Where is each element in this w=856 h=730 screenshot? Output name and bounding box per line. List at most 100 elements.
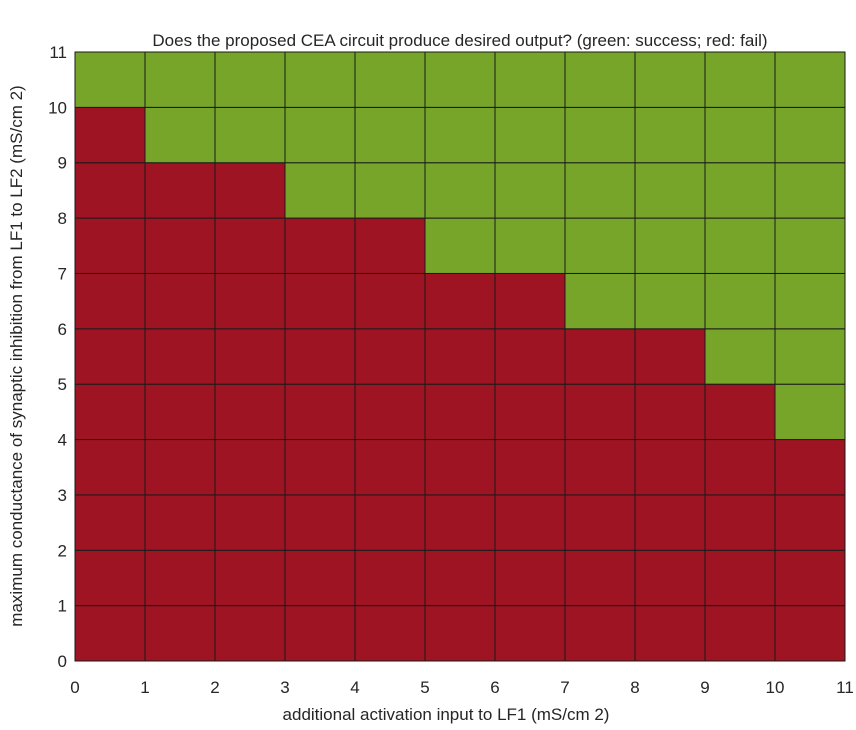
heatmap-cell-fail: [354, 383, 426, 441]
heatmap-cell-fail: [144, 217, 216, 274]
heatmap-cell-success: [284, 51, 356, 108]
heatmap-cell-fail: [424, 549, 496, 607]
heatmap-cell-fail: [774, 439, 846, 496]
heatmap-cell-fail: [634, 383, 706, 441]
heatmap-cell-fail: [214, 217, 286, 274]
heatmap-cell-success: [284, 162, 356, 219]
heatmap-cell-success: [704, 162, 776, 219]
heatmap-cell-fail: [74, 549, 146, 607]
heatmap-cell-fail: [214, 439, 286, 496]
heatmap-cell-success: [704, 217, 776, 274]
heatmap-cell-success: [424, 217, 496, 274]
heatmap-cell-fail: [424, 328, 496, 385]
heatmap-cell-fail: [424, 272, 496, 330]
heatmap-cell-fail: [144, 272, 216, 330]
heatmap-cell-fail: [74, 494, 146, 551]
heatmap-cell-success: [774, 106, 846, 164]
y-tick-label: 6: [58, 320, 67, 339]
heatmap-cell-success: [424, 51, 496, 108]
heatmap-cell-fail: [354, 439, 426, 496]
heatmap-cell-success: [774, 217, 846, 274]
heatmap-cell-fail: [494, 383, 566, 441]
y-tick-label: 2: [58, 541, 67, 560]
heatmap-cell-fail: [494, 549, 566, 607]
heatmap-cells: [74, 51, 846, 662]
heatmap-cell-fail: [634, 328, 706, 385]
heatmap-cell-fail: [74, 272, 146, 330]
x-tick-labels: 0 1 2 3 4 5 6 7 8 9 10 11: [70, 678, 854, 697]
heatmap-cell-fail: [564, 439, 636, 496]
heatmap-cell-fail: [144, 328, 216, 385]
heatmap-cell-fail: [634, 439, 706, 496]
heatmap-cell-fail: [214, 605, 286, 662]
y-tick-label: 3: [58, 486, 67, 505]
heatmap-cell-fail: [564, 494, 636, 551]
heatmap-cell-fail: [74, 439, 146, 496]
heatmap-cell-fail: [284, 605, 356, 662]
x-tick-label: 5: [420, 678, 429, 697]
chart-title: Does the proposed CEA circuit produce de…: [152, 31, 767, 50]
heatmap-cell-fail: [284, 383, 356, 441]
heatmap-cell-fail: [144, 439, 216, 496]
heatmap-cell-fail: [144, 605, 216, 662]
y-tick-label: 5: [58, 375, 67, 394]
x-tick-label: 10: [766, 678, 785, 697]
y-tick-label: 0: [58, 652, 67, 671]
heatmap-cell-success: [634, 106, 706, 164]
heatmap-cell-success: [774, 51, 846, 108]
heatmap-cell-fail: [634, 494, 706, 551]
heatmap-cell-fail: [564, 605, 636, 662]
y-tick-labels: 0 1 2 3 4 5 6 7 8 9 10 11: [48, 43, 67, 671]
y-tick-label: 8: [58, 209, 67, 228]
heatmap-cell-fail: [704, 549, 776, 607]
y-tick-label: 7: [58, 264, 67, 283]
heatmap-cell-fail: [74, 162, 146, 219]
x-tick-label: 4: [350, 678, 359, 697]
heatmap-cell-success: [144, 106, 216, 164]
x-tick-label: 11: [836, 678, 854, 697]
heatmap-cell-success: [564, 162, 636, 219]
heatmap-cell-fail: [424, 494, 496, 551]
x-tick-label: 3: [280, 678, 289, 697]
heatmap-cell-success: [634, 162, 706, 219]
heatmap-cell-fail: [774, 549, 846, 607]
heatmap-cell-success: [564, 217, 636, 274]
heatmap-cell-fail: [284, 439, 356, 496]
heatmap-cell-fail: [214, 549, 286, 607]
x-tick-label: 0: [70, 678, 79, 697]
heatmap-cell-success: [354, 106, 426, 164]
heatmap-cell-success: [354, 51, 426, 108]
heatmap-cell-success: [494, 51, 566, 108]
x-axis-label: additional activation input to LF1 (mS/c…: [283, 705, 610, 724]
heatmap-cell-fail: [74, 217, 146, 274]
heatmap-cell-fail: [634, 605, 706, 662]
heatmap-cell-fail: [564, 328, 636, 385]
heatmap-cell-success: [564, 51, 636, 108]
heatmap-cell-fail: [144, 494, 216, 551]
heatmap-cell-success: [704, 272, 776, 330]
plot-frame: [74, 51, 846, 662]
heatmap-cell-success: [634, 272, 706, 330]
x-tick-label: 1: [140, 678, 149, 697]
heatmap-cell-success: [774, 383, 846, 441]
heatmap-cell-fail: [214, 328, 286, 385]
heatmap-cell-success: [494, 106, 566, 164]
heatmap-cell-fail: [74, 106, 146, 164]
x-tick-label: 7: [560, 678, 569, 697]
y-tick-label: 4: [58, 431, 67, 450]
heatmap-cell-fail: [354, 328, 426, 385]
heatmap-cell-fail: [74, 328, 146, 385]
y-tick-label: 1: [58, 597, 67, 616]
heatmap-cell-success: [424, 106, 496, 164]
heatmap-cell-fail: [494, 272, 566, 330]
heatmap-cell-fail: [284, 549, 356, 607]
heatmap-cell-fail: [74, 605, 146, 662]
x-tick-label: 2: [210, 678, 219, 697]
heatmap-cell-fail: [774, 605, 846, 662]
heatmap-cell-fail: [354, 217, 426, 274]
heatmap-cell-fail: [564, 549, 636, 607]
heatmap-cell-success: [704, 328, 776, 385]
heatmap-cell-success: [774, 328, 846, 385]
heatmap-cell-success: [704, 106, 776, 164]
